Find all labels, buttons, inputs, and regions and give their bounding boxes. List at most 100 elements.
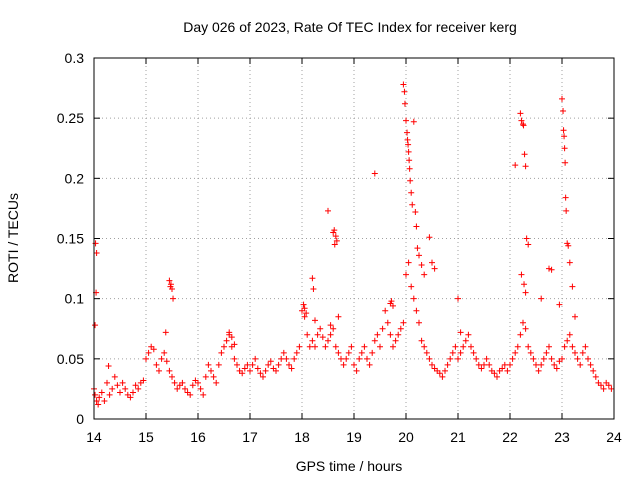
data-point — [494, 373, 500, 380]
data-point — [569, 343, 576, 350]
data-point — [553, 365, 560, 372]
data-point — [278, 355, 285, 362]
x-tick-label: 18 — [294, 429, 310, 445]
data-point — [260, 373, 266, 380]
data-points — [91, 81, 615, 408]
data-point — [404, 129, 411, 136]
data-point — [518, 271, 525, 278]
data-point — [135, 385, 142, 392]
data-point — [565, 242, 572, 249]
data-point — [300, 301, 307, 308]
data-point — [296, 343, 303, 350]
data-point — [388, 298, 395, 305]
data-point — [414, 245, 421, 252]
data-point — [371, 337, 378, 344]
data-point — [400, 319, 407, 326]
data-point — [169, 373, 175, 380]
data-point — [407, 177, 414, 184]
data-point — [283, 355, 290, 362]
data-point — [247, 367, 253, 374]
data-point — [267, 358, 274, 365]
data-point — [509, 355, 516, 362]
data-point — [208, 367, 214, 374]
x-tick-label: 19 — [346, 429, 362, 445]
data-point — [310, 286, 317, 293]
data-point — [598, 382, 604, 389]
data-point — [559, 355, 565, 362]
y-tick-label: 0 — [76, 411, 84, 427]
axis-ticks: 14 15 16 17 18 19 20 21 22 23 24 0 0.05 0.1 0.15 0.2 0.2… — [57, 50, 622, 445]
data-point — [436, 370, 443, 377]
data-point — [520, 121, 526, 128]
data-point — [95, 401, 102, 408]
data-point — [405, 141, 412, 148]
data-point — [439, 373, 446, 380]
data-point — [332, 233, 339, 240]
data-point — [527, 349, 534, 356]
data-point — [577, 361, 584, 368]
data-point — [551, 361, 558, 368]
data-point — [262, 367, 269, 374]
data-point — [572, 313, 578, 320]
data-point — [301, 313, 308, 320]
data-point — [306, 343, 313, 350]
data-point — [101, 397, 108, 404]
data-point — [218, 349, 225, 356]
data-point — [275, 361, 282, 368]
data-point — [507, 361, 513, 368]
data-point — [514, 343, 521, 350]
data-point — [174, 385, 181, 392]
y-tick-label: 0.05 — [57, 351, 84, 367]
data-point — [117, 389, 123, 396]
data-point — [429, 259, 435, 266]
data-point — [563, 207, 570, 214]
data-point — [561, 145, 568, 152]
data-point — [156, 367, 162, 374]
data-point — [301, 305, 308, 312]
data-point — [312, 343, 318, 350]
data-point — [309, 337, 316, 344]
data-point — [522, 325, 529, 332]
data-point — [366, 361, 373, 368]
data-point — [249, 361, 256, 368]
data-point — [455, 355, 461, 362]
data-point — [166, 367, 173, 374]
data-point — [303, 310, 310, 317]
data-point — [369, 349, 376, 356]
data-point — [423, 349, 430, 356]
data-point — [416, 252, 422, 259]
data-point — [361, 343, 368, 350]
data-point — [585, 355, 591, 362]
data-point — [405, 259, 412, 266]
data-point — [187, 391, 194, 398]
data-point — [226, 329, 233, 336]
data-point — [221, 343, 227, 350]
x-tick-label: 23 — [554, 429, 570, 445]
data-point — [286, 361, 292, 368]
data-point — [572, 349, 578, 356]
data-point — [535, 367, 542, 374]
data-point — [413, 223, 420, 230]
data-point — [522, 163, 529, 170]
data-point — [96, 394, 103, 401]
data-point — [210, 373, 217, 380]
data-point — [481, 361, 487, 368]
data-point — [566, 331, 573, 338]
data-point — [457, 349, 464, 356]
data-point — [377, 343, 383, 350]
data-point — [122, 385, 129, 392]
data-point — [559, 95, 565, 102]
data-point — [327, 322, 334, 329]
data-point — [345, 349, 352, 356]
data-point — [291, 355, 298, 362]
data-point — [468, 343, 474, 350]
data-point — [421, 271, 428, 278]
data-point — [520, 122, 527, 129]
data-point — [449, 349, 456, 356]
data-point — [353, 367, 360, 374]
data-point — [322, 343, 329, 350]
data-point — [562, 159, 569, 166]
data-point — [478, 365, 485, 372]
y-tick-label: 0.1 — [65, 291, 85, 307]
data-point — [397, 325, 404, 332]
